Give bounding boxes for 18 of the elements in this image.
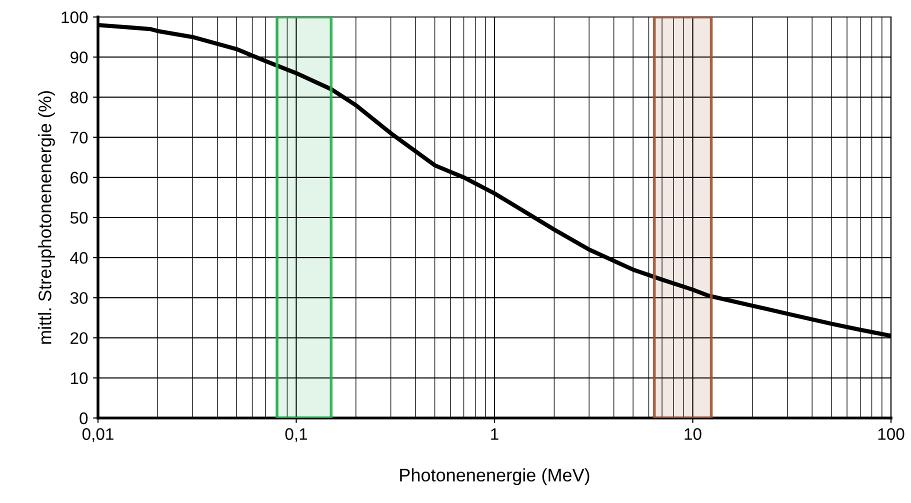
y-tick-label: 20 — [70, 332, 88, 344]
y-tick-label: 40 — [70, 252, 88, 264]
y-tick-label: 10 — [71, 372, 88, 384]
x-axis-title: Photonenenergie (MeV) — [400, 468, 590, 486]
x-tick-label: 0,01 — [82, 428, 114, 442]
y-tick-label: 50 — [70, 212, 88, 224]
x-tick-label: 100 — [878, 428, 904, 440]
y-tick-label: 70 — [70, 132, 88, 144]
y-tick-label: 100 — [62, 11, 88, 24]
x-tick-label: 10 — [684, 428, 702, 440]
x-tick-label: 1 — [491, 428, 498, 440]
y-axis-title: mittl. Streuphotonenenergie (%) — [38, 91, 55, 344]
y-tick-label: 90 — [70, 52, 88, 64]
y-tick-label: 0 — [80, 412, 88, 424]
y-tick-label: 80 — [70, 92, 88, 104]
x-tick-label: 0,1 — [285, 428, 308, 442]
y-tick-label: 60 — [70, 172, 88, 184]
y-tick-label: 30 — [70, 292, 88, 304]
